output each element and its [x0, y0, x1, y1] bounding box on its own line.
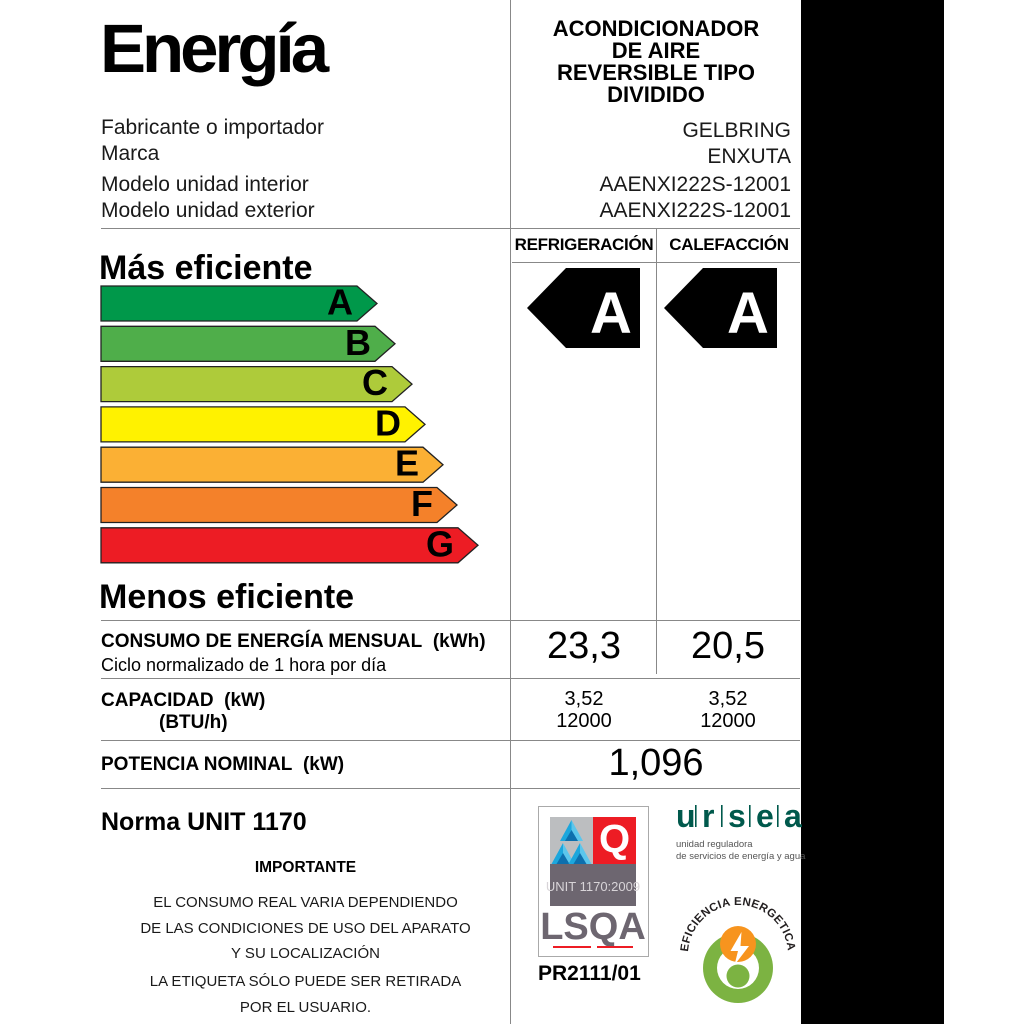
- svg-text:A: A: [590, 281, 632, 346]
- svg-text:u: u: [676, 798, 696, 834]
- svg-text:a: a: [784, 798, 802, 834]
- svg-text:Q: Q: [599, 817, 630, 861]
- svg-text:LSQA: LSQA: [540, 906, 646, 948]
- svg-text:e: e: [756, 798, 774, 834]
- svg-text:UNIT 1170:2009: UNIT 1170:2009: [546, 879, 640, 894]
- svg-text:A: A: [727, 281, 769, 346]
- svg-text:r: r: [702, 798, 714, 834]
- svg-text:s: s: [728, 798, 746, 834]
